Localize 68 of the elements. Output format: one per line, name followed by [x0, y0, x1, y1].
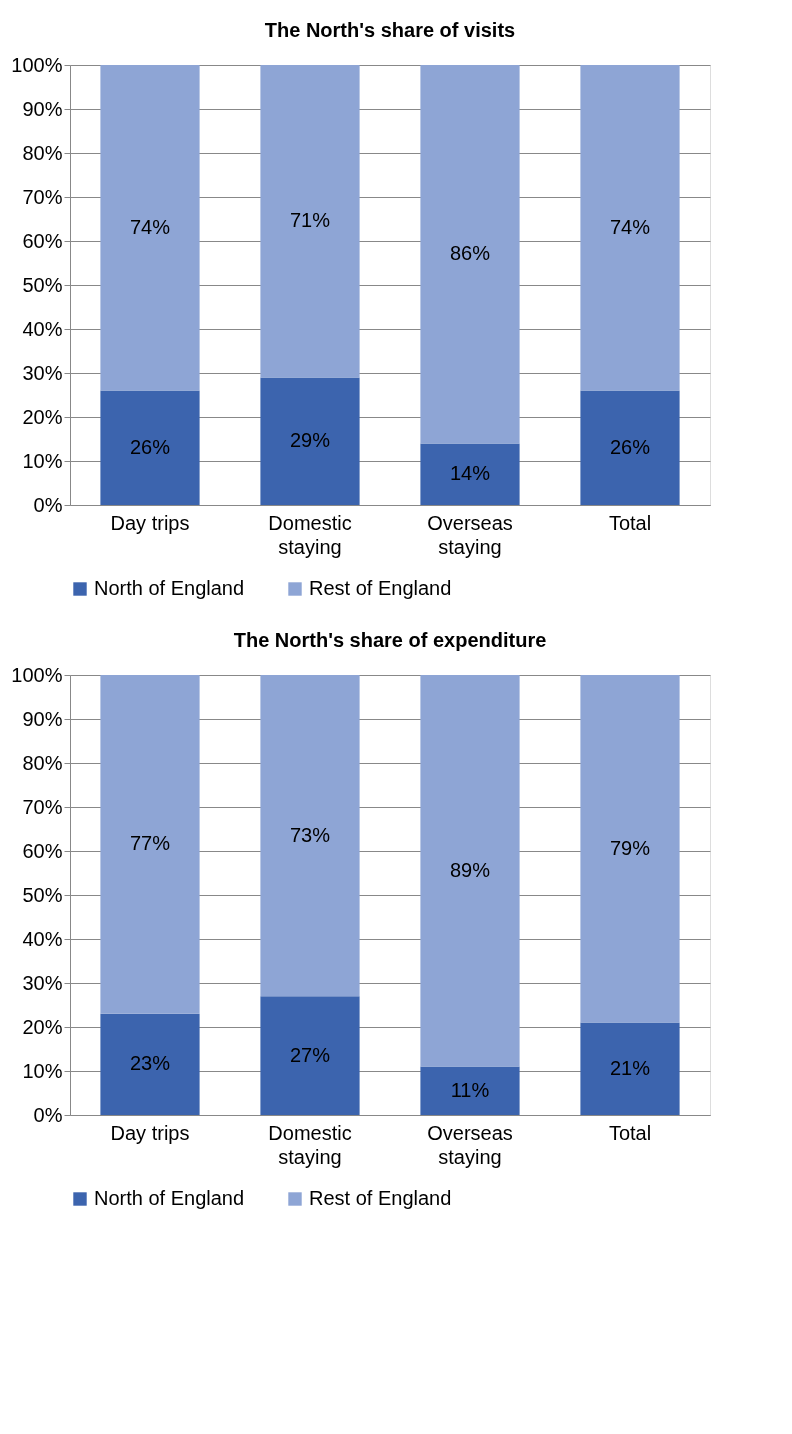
bar	[420, 65, 520, 444]
y-tick-label: 40%	[22, 317, 63, 340]
bar	[100, 675, 200, 1014]
data-label: 29%	[289, 429, 331, 452]
data-label: 79%	[609, 836, 651, 859]
data-label: 74%	[129, 215, 171, 238]
data-label: 27%	[289, 1043, 331, 1066]
x-tick-label: Domestic staying	[268, 1121, 352, 1168]
y-tick-label: 100%	[11, 53, 63, 76]
x-tick-label: Overseas staying	[427, 1121, 513, 1168]
x-tick-label: Day trips	[110, 1121, 190, 1144]
y-tick-label: 10%	[22, 1059, 63, 1082]
bar	[580, 1022, 680, 1115]
data-label: 26%	[129, 435, 171, 458]
y-tick-label: 0%	[33, 493, 63, 516]
y-tick-label: 70%	[22, 185, 63, 208]
y-tick-label: 50%	[22, 883, 63, 906]
y-tick-label: 60%	[22, 229, 63, 252]
data-label: 26%	[609, 435, 651, 458]
data-label: 73%	[289, 823, 331, 846]
data-label: 89%	[449, 858, 491, 881]
y-tick-label: 80%	[22, 141, 63, 164]
data-label: 14%	[449, 462, 491, 485]
bar	[100, 390, 200, 505]
bar	[580, 390, 680, 505]
data-label: 23%	[129, 1052, 171, 1075]
data-label: 74%	[609, 215, 651, 238]
x-tick-label: Total	[608, 511, 652, 534]
bar	[260, 65, 360, 378]
y-tick-label: 0%	[33, 1103, 63, 1126]
bar	[420, 443, 520, 505]
bar	[580, 65, 680, 391]
chart-title: The North's share of expenditure	[233, 629, 547, 651]
data-label: 21%	[609, 1056, 651, 1079]
x-tick-label: Total	[608, 1121, 652, 1144]
y-tick-label: 10%	[22, 449, 63, 472]
y-tick-label: 40%	[22, 927, 63, 950]
legend-label: North of England	[94, 1187, 245, 1209]
y-tick-label: 90%	[22, 707, 63, 730]
y-tick-label: 70%	[22, 795, 63, 818]
y-tick-label: 30%	[22, 971, 63, 994]
x-tick-label: Domestic staying	[268, 511, 352, 558]
data-label: 77%	[129, 832, 171, 855]
bar	[260, 377, 360, 505]
data-label: 71%	[289, 209, 331, 232]
bar	[580, 675, 680, 1023]
bar	[100, 65, 200, 391]
data-label: 86%	[449, 242, 491, 265]
bar	[420, 675, 520, 1067]
bar	[420, 1066, 520, 1115]
y-tick-label: 90%	[22, 97, 63, 120]
y-tick-label: 60%	[22, 839, 63, 862]
bar	[260, 675, 360, 997]
legend-label: North of England	[94, 577, 245, 599]
legend-label: Rest of England	[309, 577, 452, 599]
y-tick-label: 50%	[22, 273, 63, 296]
bar	[100, 1013, 200, 1115]
y-tick-label: 20%	[22, 1015, 63, 1038]
y-tick-label: 100%	[11, 663, 63, 686]
legend-label: Rest of England	[309, 1187, 452, 1209]
data-label: 11%	[450, 1078, 490, 1101]
bar	[260, 996, 360, 1115]
x-tick-label: Overseas staying	[427, 511, 513, 558]
chart-title: The North's share of visits	[264, 19, 516, 41]
y-tick-label: 80%	[22, 751, 63, 774]
y-tick-label: 20%	[22, 405, 63, 428]
x-tick-label: Day trips	[110, 511, 190, 534]
y-tick-label: 30%	[22, 361, 63, 384]
